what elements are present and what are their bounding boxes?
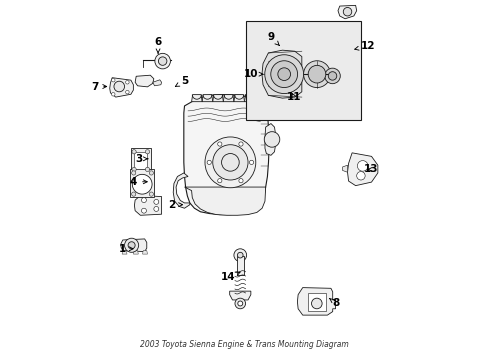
Text: 2003 Toyota Sienna Engine & Trans Mounting Diagram: 2003 Toyota Sienna Engine & Trans Mounti… (140, 339, 348, 348)
Circle shape (303, 61, 330, 87)
Circle shape (145, 150, 149, 154)
Circle shape (238, 179, 243, 183)
Circle shape (207, 160, 211, 165)
Polygon shape (223, 95, 233, 102)
Circle shape (131, 171, 136, 175)
Circle shape (238, 142, 243, 146)
Polygon shape (229, 291, 250, 300)
Circle shape (204, 137, 255, 188)
Polygon shape (264, 123, 275, 155)
Polygon shape (212, 95, 223, 102)
Circle shape (327, 72, 336, 80)
Polygon shape (337, 5, 356, 19)
Circle shape (270, 61, 297, 87)
Circle shape (233, 249, 246, 261)
Circle shape (217, 142, 222, 146)
Polygon shape (233, 95, 244, 102)
Bar (134, 152, 147, 170)
Circle shape (155, 53, 170, 69)
Circle shape (124, 238, 139, 252)
Circle shape (237, 252, 243, 258)
Circle shape (158, 57, 166, 66)
Text: 1: 1 (119, 244, 133, 254)
Circle shape (132, 174, 152, 194)
Circle shape (264, 55, 303, 94)
Polygon shape (184, 187, 265, 215)
Circle shape (111, 93, 115, 96)
Text: 4: 4 (129, 177, 147, 187)
Circle shape (132, 167, 136, 171)
Text: 3: 3 (135, 154, 147, 164)
Text: 8: 8 (329, 298, 339, 309)
Circle shape (145, 167, 149, 171)
Text: 7: 7 (91, 81, 106, 91)
Circle shape (277, 68, 290, 81)
Circle shape (212, 145, 247, 180)
Circle shape (149, 192, 153, 196)
Circle shape (264, 132, 279, 147)
Bar (130, 148, 151, 173)
Polygon shape (134, 195, 161, 215)
Circle shape (237, 301, 242, 306)
Polygon shape (183, 95, 269, 215)
Circle shape (343, 8, 351, 16)
Polygon shape (121, 239, 146, 252)
Text: 11: 11 (286, 92, 301, 102)
Text: 2: 2 (168, 200, 182, 210)
Circle shape (111, 78, 115, 82)
Text: 10: 10 (244, 69, 263, 79)
Circle shape (235, 298, 245, 309)
Polygon shape (347, 153, 377, 186)
Polygon shape (297, 288, 335, 315)
Polygon shape (191, 95, 202, 102)
Polygon shape (133, 251, 138, 254)
Circle shape (249, 160, 253, 165)
Polygon shape (135, 75, 154, 87)
Circle shape (324, 68, 340, 84)
Bar (246, 21, 360, 120)
Circle shape (114, 81, 124, 92)
Text: 6: 6 (154, 37, 162, 53)
Polygon shape (142, 251, 147, 254)
Circle shape (141, 198, 146, 203)
Circle shape (125, 81, 129, 84)
Circle shape (154, 199, 159, 204)
Circle shape (307, 66, 325, 83)
Circle shape (154, 206, 159, 211)
Circle shape (128, 242, 135, 249)
Circle shape (311, 298, 322, 309)
Bar (307, 293, 325, 311)
Polygon shape (202, 95, 212, 102)
Circle shape (217, 179, 222, 183)
Bar (236, 256, 244, 275)
Polygon shape (342, 165, 347, 172)
Polygon shape (244, 95, 255, 102)
Text: 9: 9 (267, 32, 279, 45)
Circle shape (132, 150, 136, 154)
Circle shape (149, 171, 153, 175)
Text: 14: 14 (221, 272, 240, 282)
Polygon shape (109, 78, 133, 97)
Text: 5: 5 (175, 76, 188, 86)
Polygon shape (122, 251, 127, 254)
Bar (130, 170, 154, 197)
Circle shape (357, 161, 367, 171)
Circle shape (141, 208, 146, 213)
Text: 12: 12 (354, 41, 374, 51)
Polygon shape (173, 173, 189, 208)
Text: 13: 13 (364, 165, 378, 174)
Circle shape (356, 171, 365, 180)
Circle shape (125, 90, 129, 94)
Circle shape (131, 192, 136, 196)
Polygon shape (262, 50, 301, 98)
Polygon shape (152, 80, 161, 86)
